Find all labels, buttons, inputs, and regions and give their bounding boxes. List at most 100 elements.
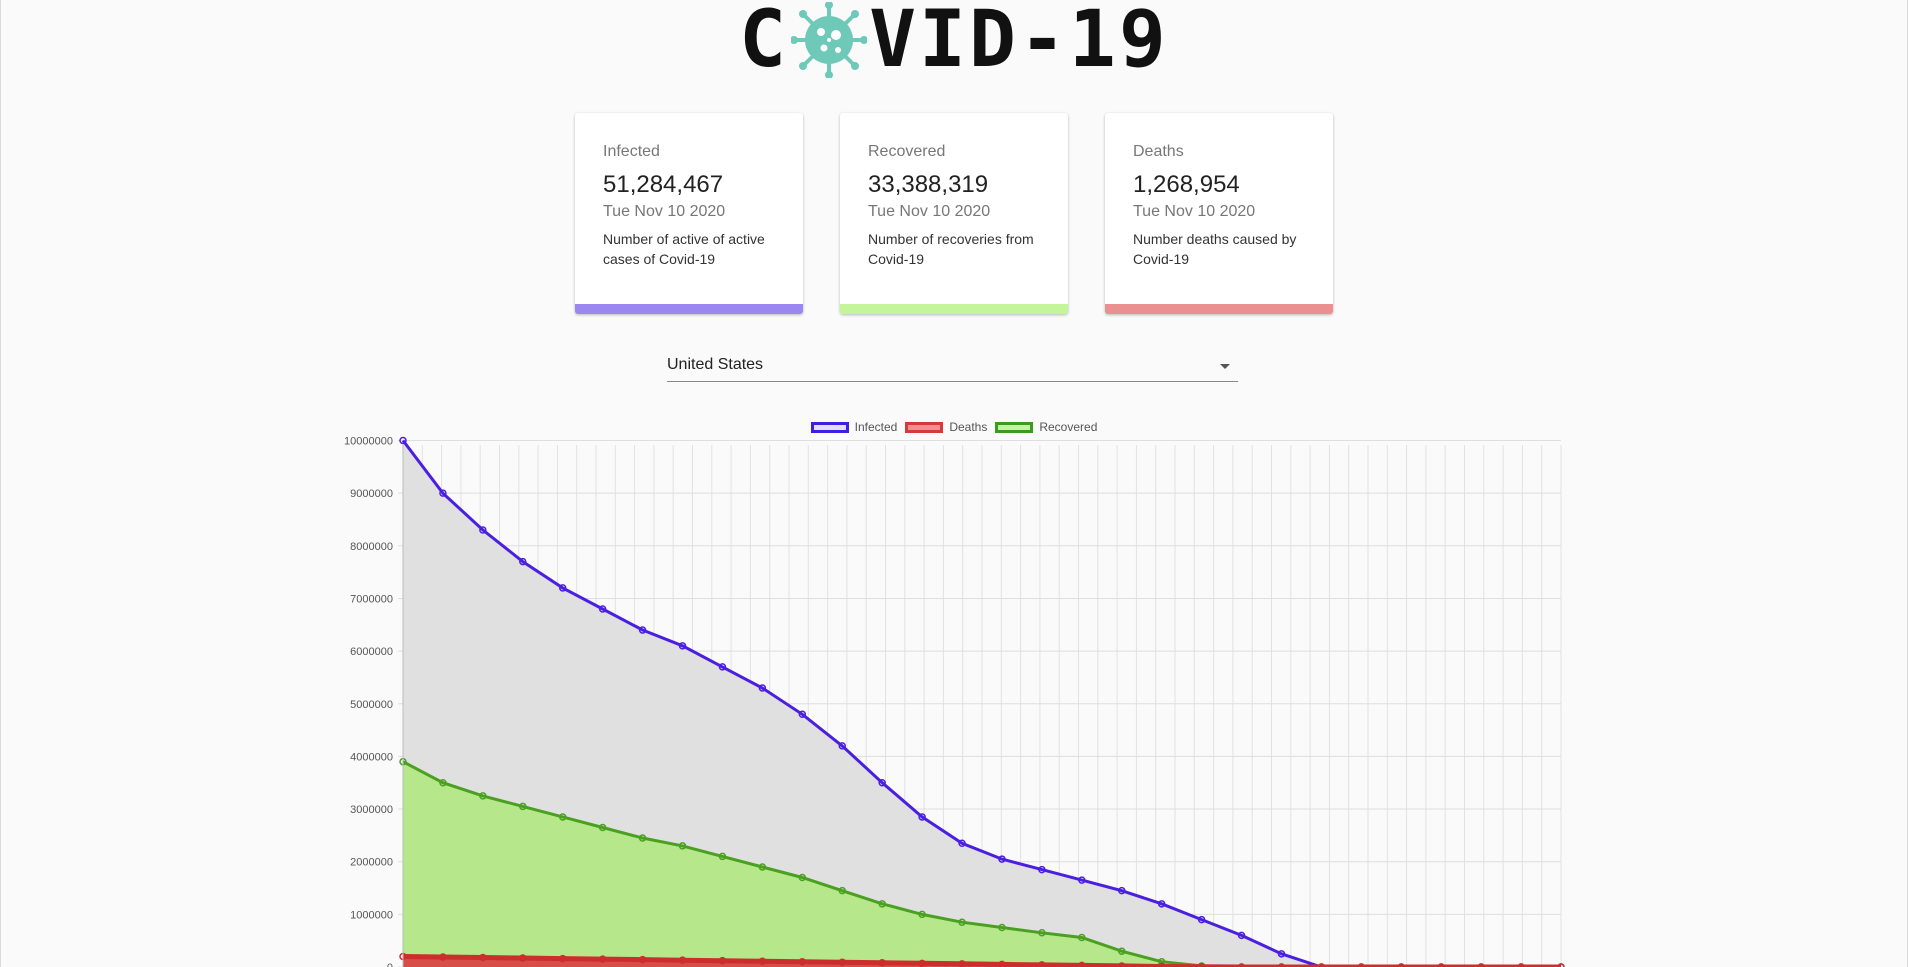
series-area-infected [403,440,1561,967]
y-tick-label: 1000000 [350,909,393,921]
summary-cards: Infected 51,284,467 Tue Nov 10 2020 Numb… [0,113,1908,314]
data-point-infected [1118,886,1126,895]
data-point-recovered [798,873,807,882]
data-point-infected [798,710,807,719]
y-tick-label: 3000000 [350,804,393,816]
series-line-deaths [402,954,1561,967]
data-point-infected [519,557,527,566]
card-date: Tue Nov 10 2020 [868,203,991,220]
y-tick-label: 9000000 [350,488,393,500]
data-point-deaths [1038,961,1046,967]
card-title: Deaths [1133,143,1184,160]
data-point-deaths [519,954,527,962]
legend-label: Infected [854,420,898,434]
legend-label: Recovered [1039,420,1098,434]
data-point-infected [918,813,926,821]
y-tick-label: 10000000 [344,436,393,448]
deaths-card: Deaths 1,268,954 Tue Nov 10 2020 Number … [1105,113,1333,314]
country-select[interactable]: United States [667,352,1238,382]
data-point-recovered [878,900,886,908]
data-point-deaths [1437,963,1445,967]
infected-card: Infected 51,284,467 Tue Nov 10 2020 Numb… [575,113,803,314]
series-line-recovered [402,760,1561,967]
data-point-infected [1277,950,1286,958]
logo-text-right: VID-19 [869,0,1169,85]
data-point-infected [598,605,607,613]
y-tick-label: 8000000 [350,541,393,553]
data-point-infected [678,642,687,650]
legend-item-recovered[interactable]: Recovered [995,420,1097,434]
data-point-infected [758,684,767,692]
data-point-recovered [958,918,966,926]
data-point-deaths [998,960,1006,967]
series-area-recovered [403,761,1561,967]
data-point-recovered [1118,947,1126,955]
legend-item-deaths[interactable]: Deaths [905,420,987,434]
data-point-deaths [1357,963,1366,967]
data-point-deaths [758,957,767,965]
data-point-recovered [838,886,846,895]
data-point-infected [479,526,487,534]
covid-logo: C VID-19 [0,0,1908,80]
y-tick-label: 4000000 [350,751,393,763]
card-value: 1,268,954 [1133,171,1240,198]
data-point-infected [1157,900,1166,908]
data-point-recovered [1038,929,1046,937]
country-select-value: United States [667,356,764,373]
data-point-infected [838,742,846,750]
legend-swatch [905,421,944,433]
series-line-infected [401,439,1561,967]
data-point-recovered [519,802,527,811]
data-point-infected [439,489,447,497]
card-title: Recovered [868,143,946,160]
data-point-deaths [1317,963,1326,967]
data-point-recovered [638,834,647,842]
data-point-infected [1197,915,1206,924]
data-point-infected [399,436,407,445]
legend-item-infected[interactable]: Infected [810,420,898,434]
data-point-recovered [558,813,567,821]
data-point-recovered [598,823,607,832]
data-point-deaths [558,954,567,963]
data-point-deaths [878,959,886,967]
data-point-infected [1078,876,1086,884]
data-point-deaths [1157,962,1166,967]
chart-legend: Infected Deaths Recovered [0,420,1908,434]
y-tick-label: 2000000 [350,857,393,869]
y-tick-label: 7000000 [350,593,393,605]
data-point-infected [718,663,727,671]
data-point-deaths [1237,963,1246,967]
data-point-infected [998,855,1006,863]
data-point-deaths [1517,963,1525,967]
data-point-infected [1237,931,1246,940]
chevron-down-icon[interactable] [1220,364,1230,369]
card-title: Infected [603,143,660,160]
data-point-recovered [998,923,1006,932]
card-date: Tue Nov 10 2020 [1133,203,1256,220]
data-point-infected [1038,865,1046,874]
data-point-infected [558,584,567,592]
window-left-edge [0,0,1,967]
card-color-bar [1105,304,1333,314]
data-point-deaths [1118,962,1126,967]
data-point-deaths [1477,963,1485,967]
data-point-recovered [918,910,926,919]
data-point-recovered [678,842,687,850]
data-point-recovered [479,792,487,800]
data-point-deaths [798,957,807,966]
recovered-card: Recovered 33,388,319 Tue Nov 10 2020 Num… [840,113,1068,314]
data-point-deaths [1277,963,1286,967]
card-description: Number of active of active cases of Covi… [603,231,765,267]
data-point-recovered [1078,933,1086,942]
data-point-deaths [1078,961,1086,967]
data-point-deaths [718,956,727,965]
virus-icon [791,2,868,78]
data-point-deaths [1557,963,1565,967]
data-point-recovered [758,863,767,871]
data-point-deaths [678,956,687,964]
data-point-deaths [838,958,846,967]
legend-swatch [995,421,1034,433]
card-date: Tue Nov 10 2020 [603,203,726,220]
data-point-deaths [918,959,926,967]
data-point-infected [878,778,886,787]
